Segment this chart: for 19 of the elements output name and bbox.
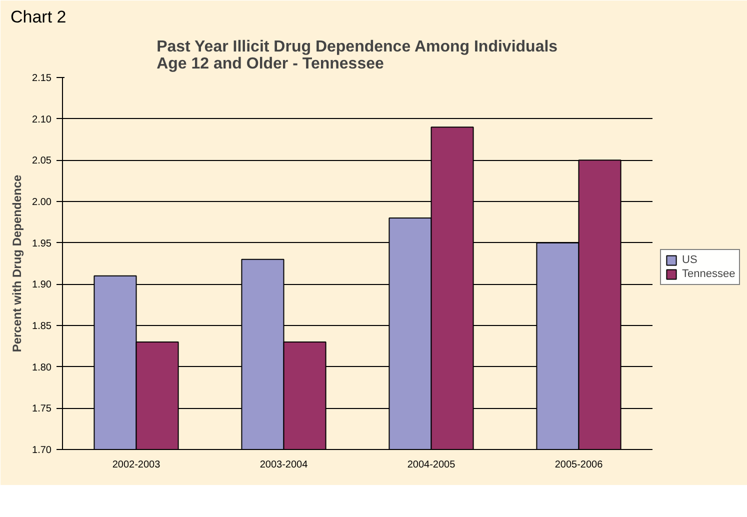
- caption: Chart 2: [10, 8, 66, 26]
- legend-label: Tennessee: [682, 268, 736, 280]
- x-tick-label: 2005-2006: [554, 460, 604, 470]
- y-tick-label: 2.05: [32, 156, 52, 167]
- y-tick-label: 1.90: [32, 280, 52, 291]
- y-tick-label: 1.95: [32, 238, 52, 250]
- legend-label: US: [682, 254, 698, 266]
- y-tick-label: 2.00: [32, 197, 52, 208]
- y-tick-label: 1.75: [32, 404, 52, 415]
- chart-title: Past Year Illicit Drug Dependence Among Individuals Age 12 and Older - Tennessee: [156, 38, 558, 72]
- y-tick-label: 1.70: [32, 445, 52, 456]
- y-tick-label: 2.10: [32, 114, 52, 126]
- y-tick-label: 1.85: [32, 321, 52, 332]
- x-tick-label: 2002-2003: [112, 460, 161, 470]
- x-tick-label: 2004-2005: [407, 460, 456, 470]
- y-axis-title: Percent with Drug Dependence: [10, 174, 24, 352]
- x-tick-label: 2003-2004: [260, 460, 308, 470]
- y-tick-label: 2.15: [32, 73, 52, 84]
- y-tick-label: 1.80: [32, 362, 52, 374]
